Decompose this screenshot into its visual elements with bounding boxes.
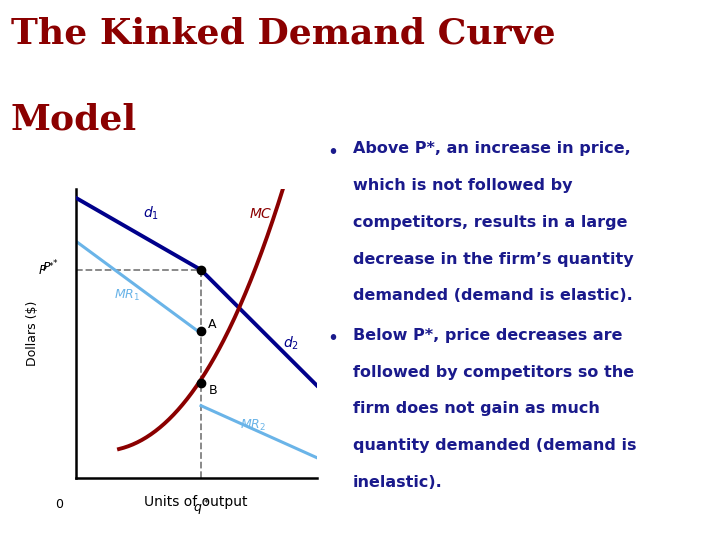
Text: B: B xyxy=(208,384,217,397)
Text: $MR_2$: $MR_2$ xyxy=(240,418,266,433)
Text: which is not followed by: which is not followed by xyxy=(353,178,572,193)
Text: The Kinked Demand Curve: The Kinked Demand Curve xyxy=(11,16,555,50)
Text: inelastic).: inelastic). xyxy=(353,475,443,490)
Text: $P^*$: $P^*$ xyxy=(42,259,59,275)
X-axis label: Units of output: Units of output xyxy=(145,495,248,509)
Text: Below P*, price decreases are: Below P*, price decreases are xyxy=(353,328,622,343)
Text: $d_2$: $d_2$ xyxy=(283,335,299,352)
Text: competitors, results in a large: competitors, results in a large xyxy=(353,215,627,230)
Text: $d_1$: $d_1$ xyxy=(143,205,159,222)
Text: 0: 0 xyxy=(55,498,63,511)
Text: Above P*, an increase in price,: Above P*, an increase in price, xyxy=(353,141,631,157)
Text: firm does not gain as much: firm does not gain as much xyxy=(353,401,600,416)
Text: decrease in the firm’s quantity: decrease in the firm’s quantity xyxy=(353,252,634,267)
Text: $q^*$: $q^*$ xyxy=(193,498,210,518)
Text: quantity demanded (demand is: quantity demanded (demand is xyxy=(353,438,636,453)
Text: $MC$: $MC$ xyxy=(249,207,273,221)
Text: A: A xyxy=(208,318,217,330)
Text: •: • xyxy=(328,329,338,348)
Text: $MR_1$: $MR_1$ xyxy=(114,288,140,303)
Text: •: • xyxy=(328,143,338,162)
Text: followed by competitors so the: followed by competitors so the xyxy=(353,364,634,380)
Text: Dollars ($): Dollars ($) xyxy=(26,301,39,366)
Text: Model: Model xyxy=(11,103,137,137)
Text: demanded (demand is elastic).: demanded (demand is elastic). xyxy=(353,288,633,303)
Text: $P^*$: $P^*$ xyxy=(37,261,54,278)
